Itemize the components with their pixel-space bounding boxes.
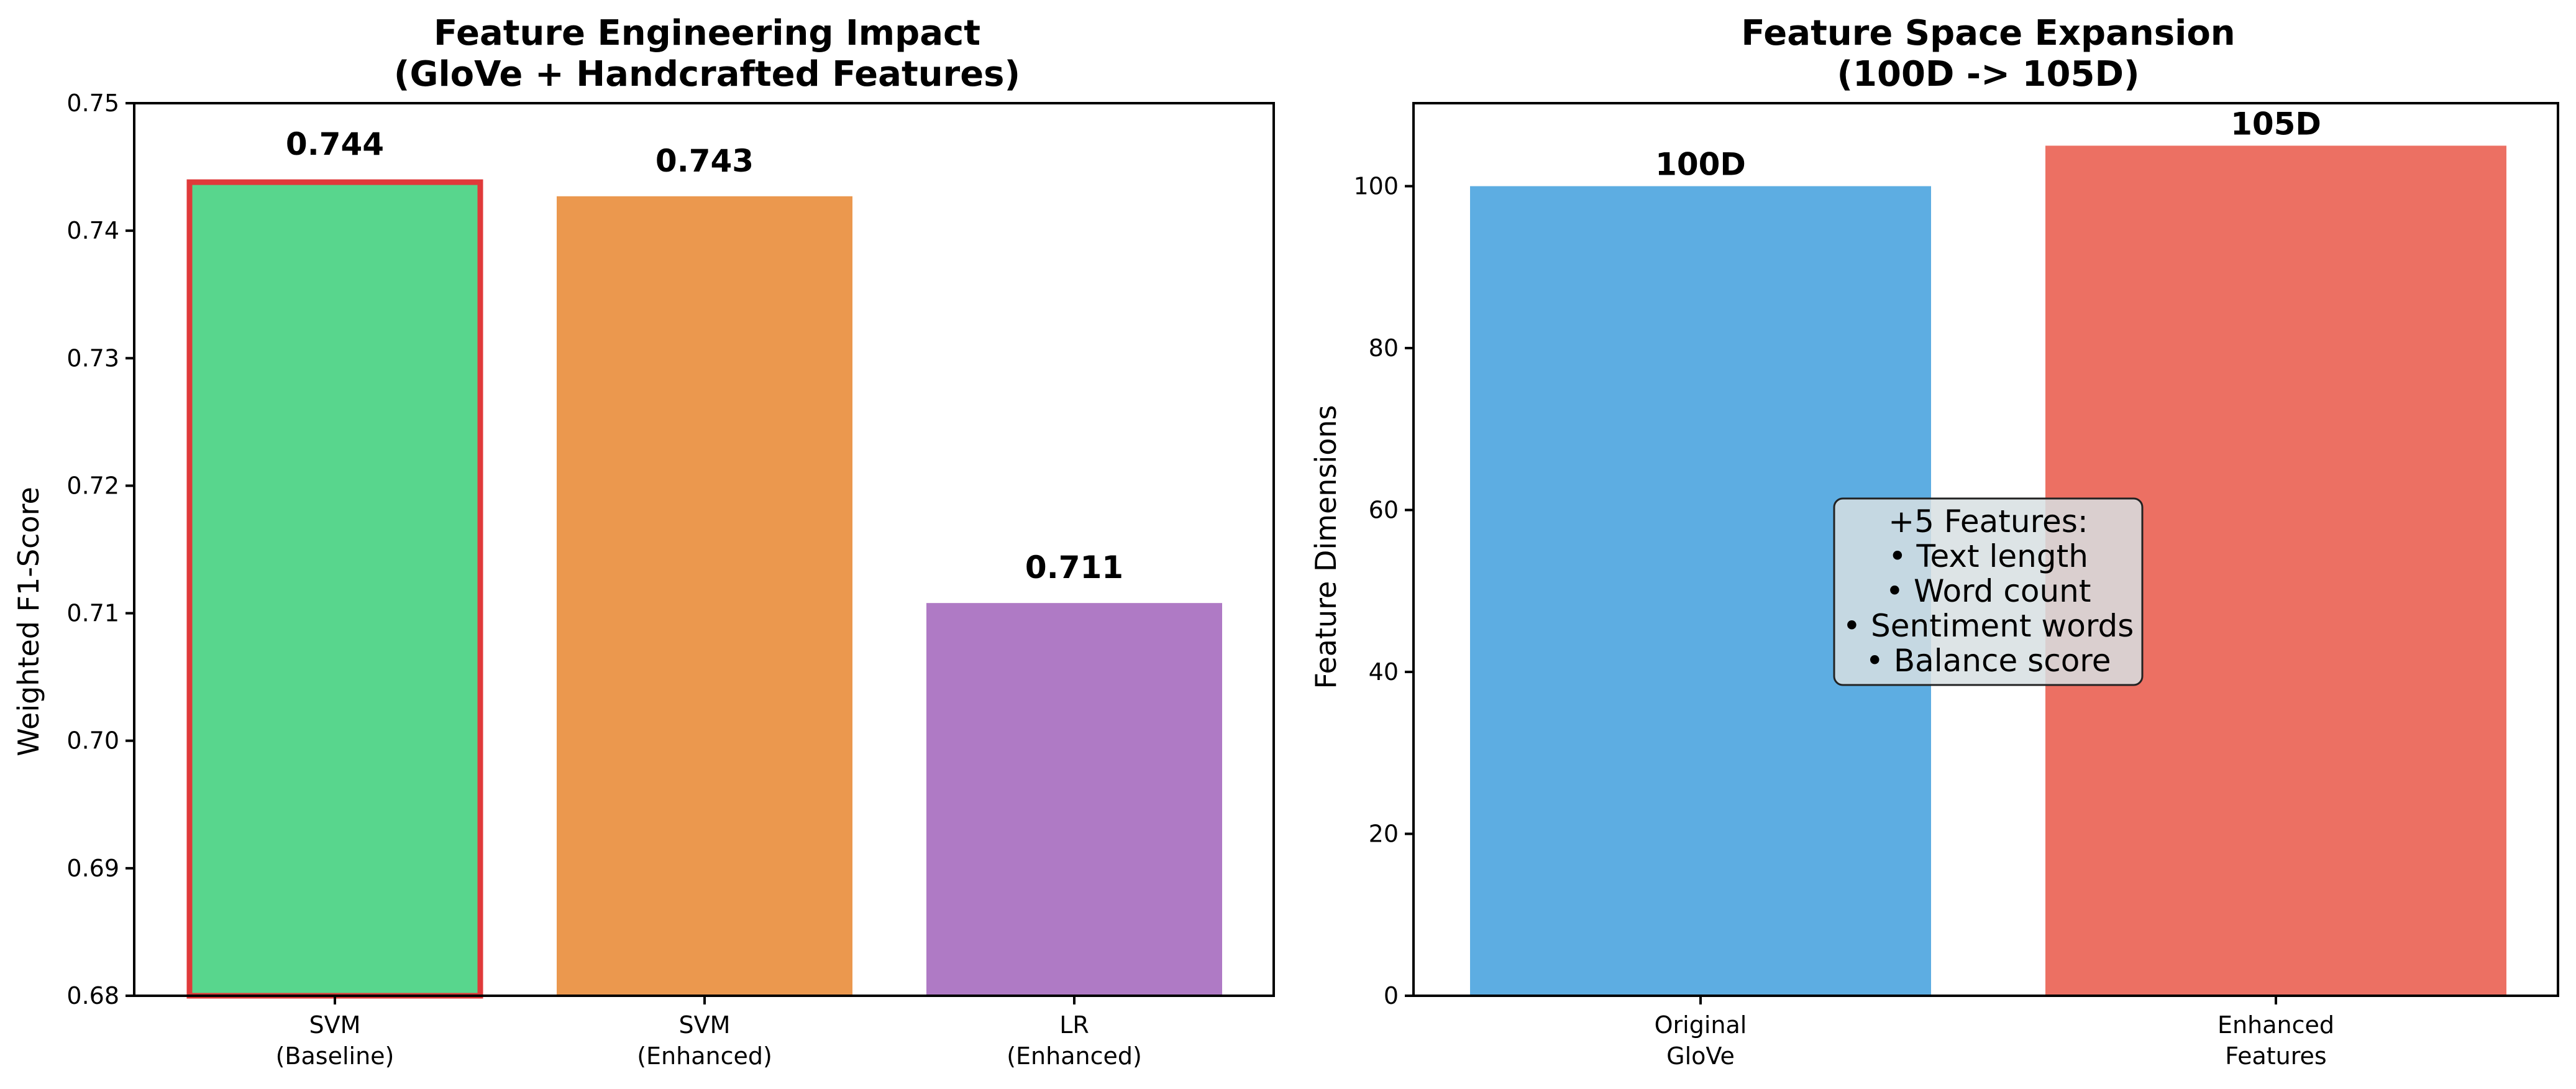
y-tick-label: 0.71 bbox=[66, 600, 119, 627]
x-tick-label: SVM bbox=[309, 1011, 361, 1039]
bar bbox=[926, 603, 1222, 996]
x-tick-label: Enhanced bbox=[2217, 1011, 2334, 1039]
data-label: 0.743 bbox=[655, 143, 754, 179]
y-axis-ticks: 0 20 40 60 80 100 bbox=[1353, 173, 1414, 1009]
annotation-line: • Sentiment words bbox=[1843, 608, 2134, 644]
y-tick-label: 0.73 bbox=[66, 344, 119, 372]
data-labels: 100D 105D bbox=[1655, 106, 2321, 182]
y-tick-label: 80 bbox=[1369, 334, 1399, 362]
annotation-line: • Word count bbox=[1886, 573, 2091, 609]
annotation-line: • Balance score bbox=[1865, 643, 2111, 679]
chart-title-line-2: (GloVe + Handcrafted Features) bbox=[394, 54, 1020, 94]
y-axis-label: Weighted F1-Score bbox=[12, 487, 45, 756]
chart-title-line-1: Feature Engineering Impact bbox=[434, 13, 980, 53]
plot-frame bbox=[133, 102, 1275, 997]
y-tick-label: 40 bbox=[1369, 658, 1399, 686]
y-axis-label: Feature Dimensions bbox=[1309, 405, 1343, 689]
y-axis-ticks: 0.68 0.69 0.70 0.71 0.72 0.73 0.74 0.75 bbox=[66, 90, 134, 1009]
x-axis-ticks: SVM (Baseline) SVM (Enhanced) LR (Enhanced) bbox=[276, 996, 1142, 1070]
annotation-line: • Text length bbox=[1888, 538, 2088, 574]
y-tick-label: 0 bbox=[1384, 982, 1399, 1009]
y-tick-label: 100 bbox=[1353, 173, 1399, 200]
y-tick-label: 0.68 bbox=[66, 982, 119, 1009]
x-tick-label: Original bbox=[1655, 1011, 1747, 1039]
data-label: 105D bbox=[2231, 106, 2321, 142]
bars bbox=[186, 179, 1222, 999]
x-tick-label: (Baseline) bbox=[276, 1042, 395, 1070]
annotation-line: +5 Features: bbox=[1888, 503, 2088, 540]
data-label: 0.744 bbox=[286, 126, 384, 162]
y-tick-label: 0.75 bbox=[66, 90, 119, 117]
annotation-background bbox=[1833, 497, 2144, 686]
y-tick-label: 0.70 bbox=[66, 727, 119, 755]
plot-frame bbox=[1412, 102, 2559, 997]
bar bbox=[186, 179, 483, 999]
data-label: 0.711 bbox=[1025, 549, 1123, 586]
bar bbox=[557, 196, 852, 996]
x-tick-label: SVM bbox=[679, 1011, 731, 1039]
chart-feature-dimensions: Feature Space Expansion (100D -> 105D) F… bbox=[1309, 13, 2559, 1070]
data-labels: 0.744 0.743 0.711 bbox=[286, 126, 1123, 586]
y-tick-label: 60 bbox=[1369, 497, 1399, 524]
x-tick-label: Features bbox=[2225, 1042, 2326, 1070]
bars bbox=[1470, 145, 2506, 996]
y-tick-label: 0.72 bbox=[66, 472, 119, 499]
y-tick-label: 0.69 bbox=[66, 855, 119, 882]
y-tick-label: 20 bbox=[1369, 820, 1399, 848]
y-tick-label: 0.74 bbox=[66, 217, 119, 244]
chart-title-line-2: (100D -> 105D) bbox=[1837, 54, 2139, 94]
chart-title-line-1: Feature Space Expansion bbox=[1741, 13, 2235, 53]
x-tick-label: (Enhanced) bbox=[637, 1042, 772, 1070]
data-label: 100D bbox=[1655, 147, 1746, 183]
x-tick-label: (Enhanced) bbox=[1007, 1042, 1142, 1070]
x-tick-label: GloVe bbox=[1666, 1042, 1735, 1070]
x-tick-label: LR bbox=[1059, 1011, 1089, 1039]
annotation-box: +5 Features: • Text length • Word count … bbox=[1833, 497, 2144, 686]
chart-f1-scores: Feature Engineering Impact (GloVe + Hand… bbox=[12, 13, 1275, 1070]
x-axis-ticks: Original GloVe Enhanced Features bbox=[1655, 996, 2334, 1070]
